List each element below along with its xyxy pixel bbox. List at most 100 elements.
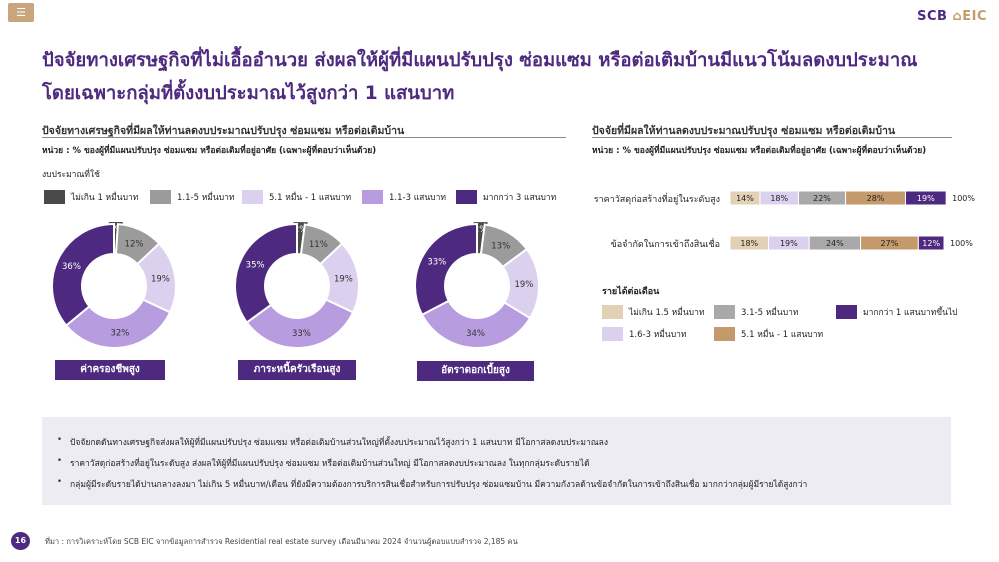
legend-swatch [456,190,477,204]
bar-segment-label: 18% [740,239,758,248]
legend-swatch [836,305,857,319]
donut-slice-label: 2% [474,225,488,235]
donut-slice [296,222,306,256]
bar-segment [904,190,947,206]
legend-item-income-1: ไม่เกิน 1.5 หมื่นบาท [602,305,704,319]
donut-slice-label: 33% [427,258,446,268]
summary-bullet-2: ราคาวัสดุก่อสร้างที่อยู่ในระดับสูง ส่งผล… [57,456,590,470]
legend-label: 5.1 หมื่น - 1 แสนบาท [269,193,352,203]
logo: SCB ⌂EIC [917,9,987,24]
logo-eic: EIC [962,9,987,24]
legend-swatch [714,327,735,341]
donut-chart-2: 2%11% 19% 33% 35% [234,222,360,349]
donut-label-bg [108,222,123,235]
legend-item-income-4: 5.1 หมื่น - 1 แสนบาท [714,327,823,341]
budget-legend-title: งบประมาณที่ใช้ [42,170,100,180]
legend-swatch [242,190,263,204]
legend-swatch [150,190,171,204]
donut-slice-label: 2% [294,225,308,235]
donut-slice-label: 12% [125,239,144,249]
donut-label-bg [293,222,308,235]
donut-slice [476,222,486,256]
summary-bullet-3: กลุ่มผู้มีระดับรายได้ปานกลางลงมา ไม่เกิน… [57,477,807,491]
donut-slice-label: 33% [292,329,311,339]
bar-segment [759,190,799,206]
page-title-line-2: โดยเฉพาะกลุ่มที่ตั้งงบประมาณไว้สูงกว่า 1… [42,83,455,104]
legend-swatch [44,190,65,204]
donut-slice [414,222,478,317]
legend-label: 1.1-5 หมื่นบาท [177,193,235,203]
donut-slice-label: 35% [246,261,265,271]
legend-swatch [362,190,383,204]
bar-category-credit-access: ข้อจำกัดในการเข้าถึงสินเชื่อ [610,240,720,250]
page-title-line-1: ปัจจัยทางเศรษฐกิจที่ไม่เอื้ออำนวย ส่งผลใ… [42,50,918,71]
legend-item-budget-4: 1.1-3 แสนบาท [362,190,446,204]
donut-label-interest-rate: อัตราดอกเบี้ยสูง [417,361,534,381]
legend-swatch [602,327,623,341]
bar-segment [860,235,919,251]
donut-slice [114,223,161,266]
donut-label-household-debt: ภาระหนี้ครัวเรือนสูง [238,360,356,380]
bar-segment-label: 27% [881,239,899,248]
donut-slice-label: 34% [466,329,485,339]
bar-segment [808,235,862,251]
bar-category-material-cost: ราคาวัสดุก่อสร้างที่อยู่ในระดับสูง [593,195,720,205]
donut-slice-label: 19% [151,275,170,285]
donut-slice-label: 32% [110,329,129,339]
donut-chart-3: 2%13% 19% 34% 33% [414,222,540,349]
donut-slice-label: 36% [62,262,81,272]
legend-swatch [714,305,735,319]
donut-slice [318,242,360,314]
bar-segment [768,235,810,251]
legend-label: 1.1-3 แสนบาท [389,193,446,203]
bar-segment-label: 14% [736,194,754,203]
menu-button[interactable]: ☰ [8,3,34,22]
donut-slice [299,223,344,266]
donut-slice-label: 19% [334,275,353,285]
bar-segment [917,235,945,251]
legend-label: มากกว่า 1 แสนบาทขึ้นไป [863,308,958,318]
donut-slice [51,222,115,327]
donut-label-bg [473,222,488,235]
right-heading-rule [592,137,952,138]
legend-label: 1.6-3 หมื่นบาท [629,330,687,340]
left-section-heading: ปัจจัยทางเศรษฐกิจที่มีผลให้ท่านลดงบประมา… [42,125,405,137]
legend-swatch [602,305,623,319]
legend-label: ไม่เกิน 1 หมื่นบาท [71,193,139,203]
left-unit-note: หน่วย : % ของผู้ที่มีแผนปรับปรุง ซ่อมแซม… [42,146,377,156]
donut-slice [245,298,355,349]
donut-slice [501,247,540,320]
bar-segment-label: 12% [922,239,940,248]
source-note: ที่มา : การวิเคราะห์โดย SCB EIC จากข้อมู… [45,537,518,546]
legend-item-budget-2: 1.1-5 หมื่นบาท [150,190,234,204]
legend-item-budget-1: ไม่เกิน 1 หมื่นบาท [44,190,138,204]
bar-segment-label: 19% [917,194,935,203]
donut-slice [64,298,172,349]
donut-slice [113,222,119,256]
legend-item-budget-5: มากกว่า 3 แสนบาท [456,190,556,204]
page-number: 16 [11,532,30,550]
bar-total-label: 100% [952,194,975,203]
donut-label-cost-of-living: ค่าครองชีพสูง [55,360,165,380]
legend-item-budget-3: 5.1 หมื่น - 1 แสนบาท [242,190,351,204]
bar-segment-label: 24% [826,239,844,248]
right-section-heading: ปัจจัยที่มีผลให้ท่านลดงบประมาณปรับปรุง ซ… [592,125,896,137]
donut-slice-label: 13% [491,241,510,251]
legend-label: ไม่เกิน 1.5 หมื่นบาท [629,308,705,318]
menu-icon: ☰ [16,6,26,19]
legend-label: มากกว่า 3 แสนบาท [483,193,557,203]
left-heading-rule [42,137,566,138]
donut-slice [135,242,177,314]
bar-segment [729,235,770,251]
bar-segment [797,190,847,206]
bar-segment [729,190,761,206]
donut-slice [234,222,298,324]
income-legend-title: รายได้ต่อเดือน [602,287,660,297]
right-unit-note: หน่วย : % ของผู้ที่มีแผนปรับปรุง ซ่อมแซม… [592,146,927,156]
legend-label: 5.1 หมื่น - 1 แสนบาท [741,330,824,340]
donut-slice [479,223,529,269]
donut-chart-1: 1%12% 19% 32% 36% [51,222,177,349]
bar-total-label: 100% [950,239,973,248]
logo-house-icon: ⌂ [947,9,963,24]
donut-slice-label: 11% [309,240,328,250]
